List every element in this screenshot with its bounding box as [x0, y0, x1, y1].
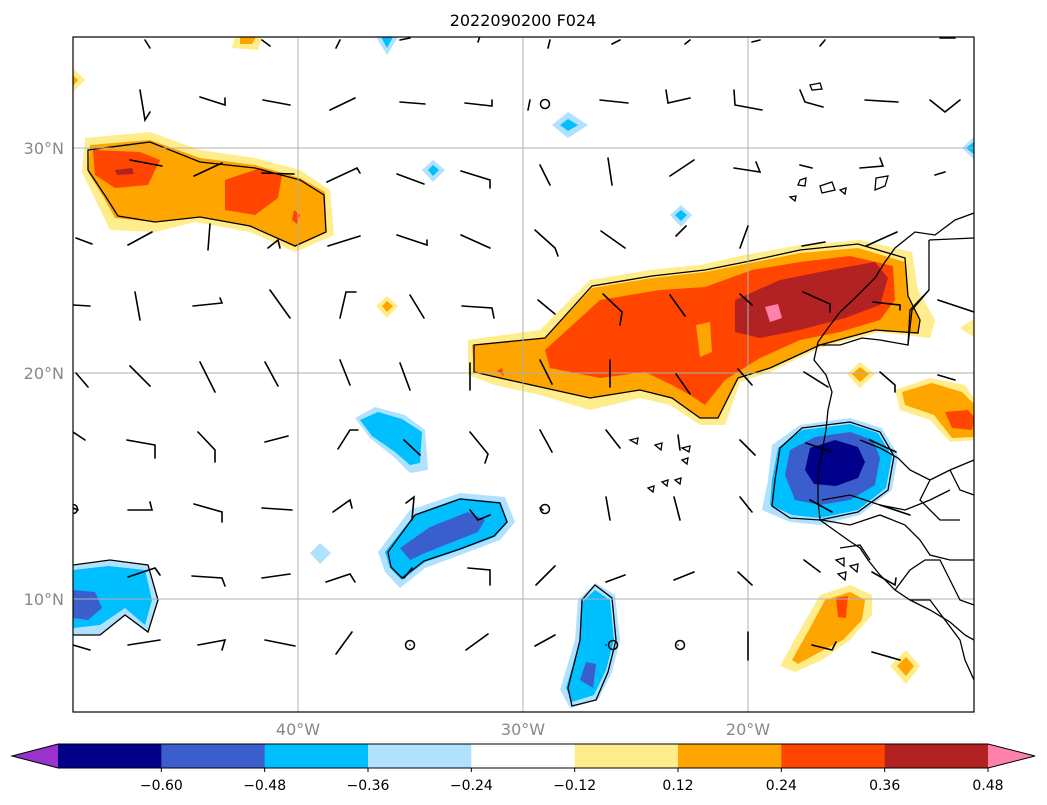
colorbar-tick-label: −0.24	[450, 778, 493, 794]
negative-anomaly-central	[73, 37, 974, 708]
colorbar-tick-label: −0.36	[347, 778, 390, 794]
longitude-labels: 40°W 30°W 20°W	[276, 720, 770, 739]
negative-anomaly-west-africa	[762, 418, 898, 525]
colorbar-extend-low	[12, 744, 58, 768]
map-area	[73, 37, 974, 712]
colorbar-segment	[781, 744, 886, 768]
colorbar-segment	[58, 744, 162, 768]
colorbar-segment	[574, 744, 679, 768]
colorbar-segment	[161, 744, 266, 768]
colorbar-extend-high	[988, 744, 1035, 768]
colorbar-segment	[678, 744, 782, 768]
positive-anomaly-east	[73, 37, 974, 684]
latitude-labels: 30°N 20°N 10°N	[24, 139, 64, 609]
colorbar-segment	[884, 744, 989, 768]
map-frame	[72, 36, 975, 713]
colorbar-tick-label: −0.48	[243, 778, 286, 794]
calm-circle-icons	[73, 98, 686, 651]
colorbar-tick-label: 0.48	[972, 778, 1003, 794]
colorbar-segment	[471, 744, 576, 768]
colorbar: −0.60 −0.48 −0.36 −0.24 −0.12 0.12 0.24 0.36 0.4…	[10, 743, 1036, 794]
lat-label-10n: 10°N	[24, 590, 64, 609]
lat-label-30n: 30°N	[24, 139, 64, 158]
colorbar-tick-label: 0.36	[869, 778, 900, 794]
lon-label-30w: 30°W	[501, 720, 545, 739]
colorbar-segment	[368, 744, 472, 768]
colorbar-tick-label: −0.60	[140, 778, 183, 794]
colorbar-tick-label: −0.12	[553, 778, 596, 794]
wind-barbs	[73, 37, 974, 661]
coastlines	[628, 82, 974, 681]
lat-label-20n: 20°N	[24, 364, 64, 383]
lon-label-20w: 20°W	[726, 720, 770, 739]
map-title: 2022090200 F024	[450, 11, 597, 30]
lon-label-40w: 40°W	[276, 720, 320, 739]
colorbar-outline	[10, 743, 1036, 769]
colorbar-tick-label: 0.12	[662, 778, 693, 794]
colorbar-segment	[264, 744, 369, 768]
colorbar-tick-label: 0.24	[766, 778, 797, 794]
